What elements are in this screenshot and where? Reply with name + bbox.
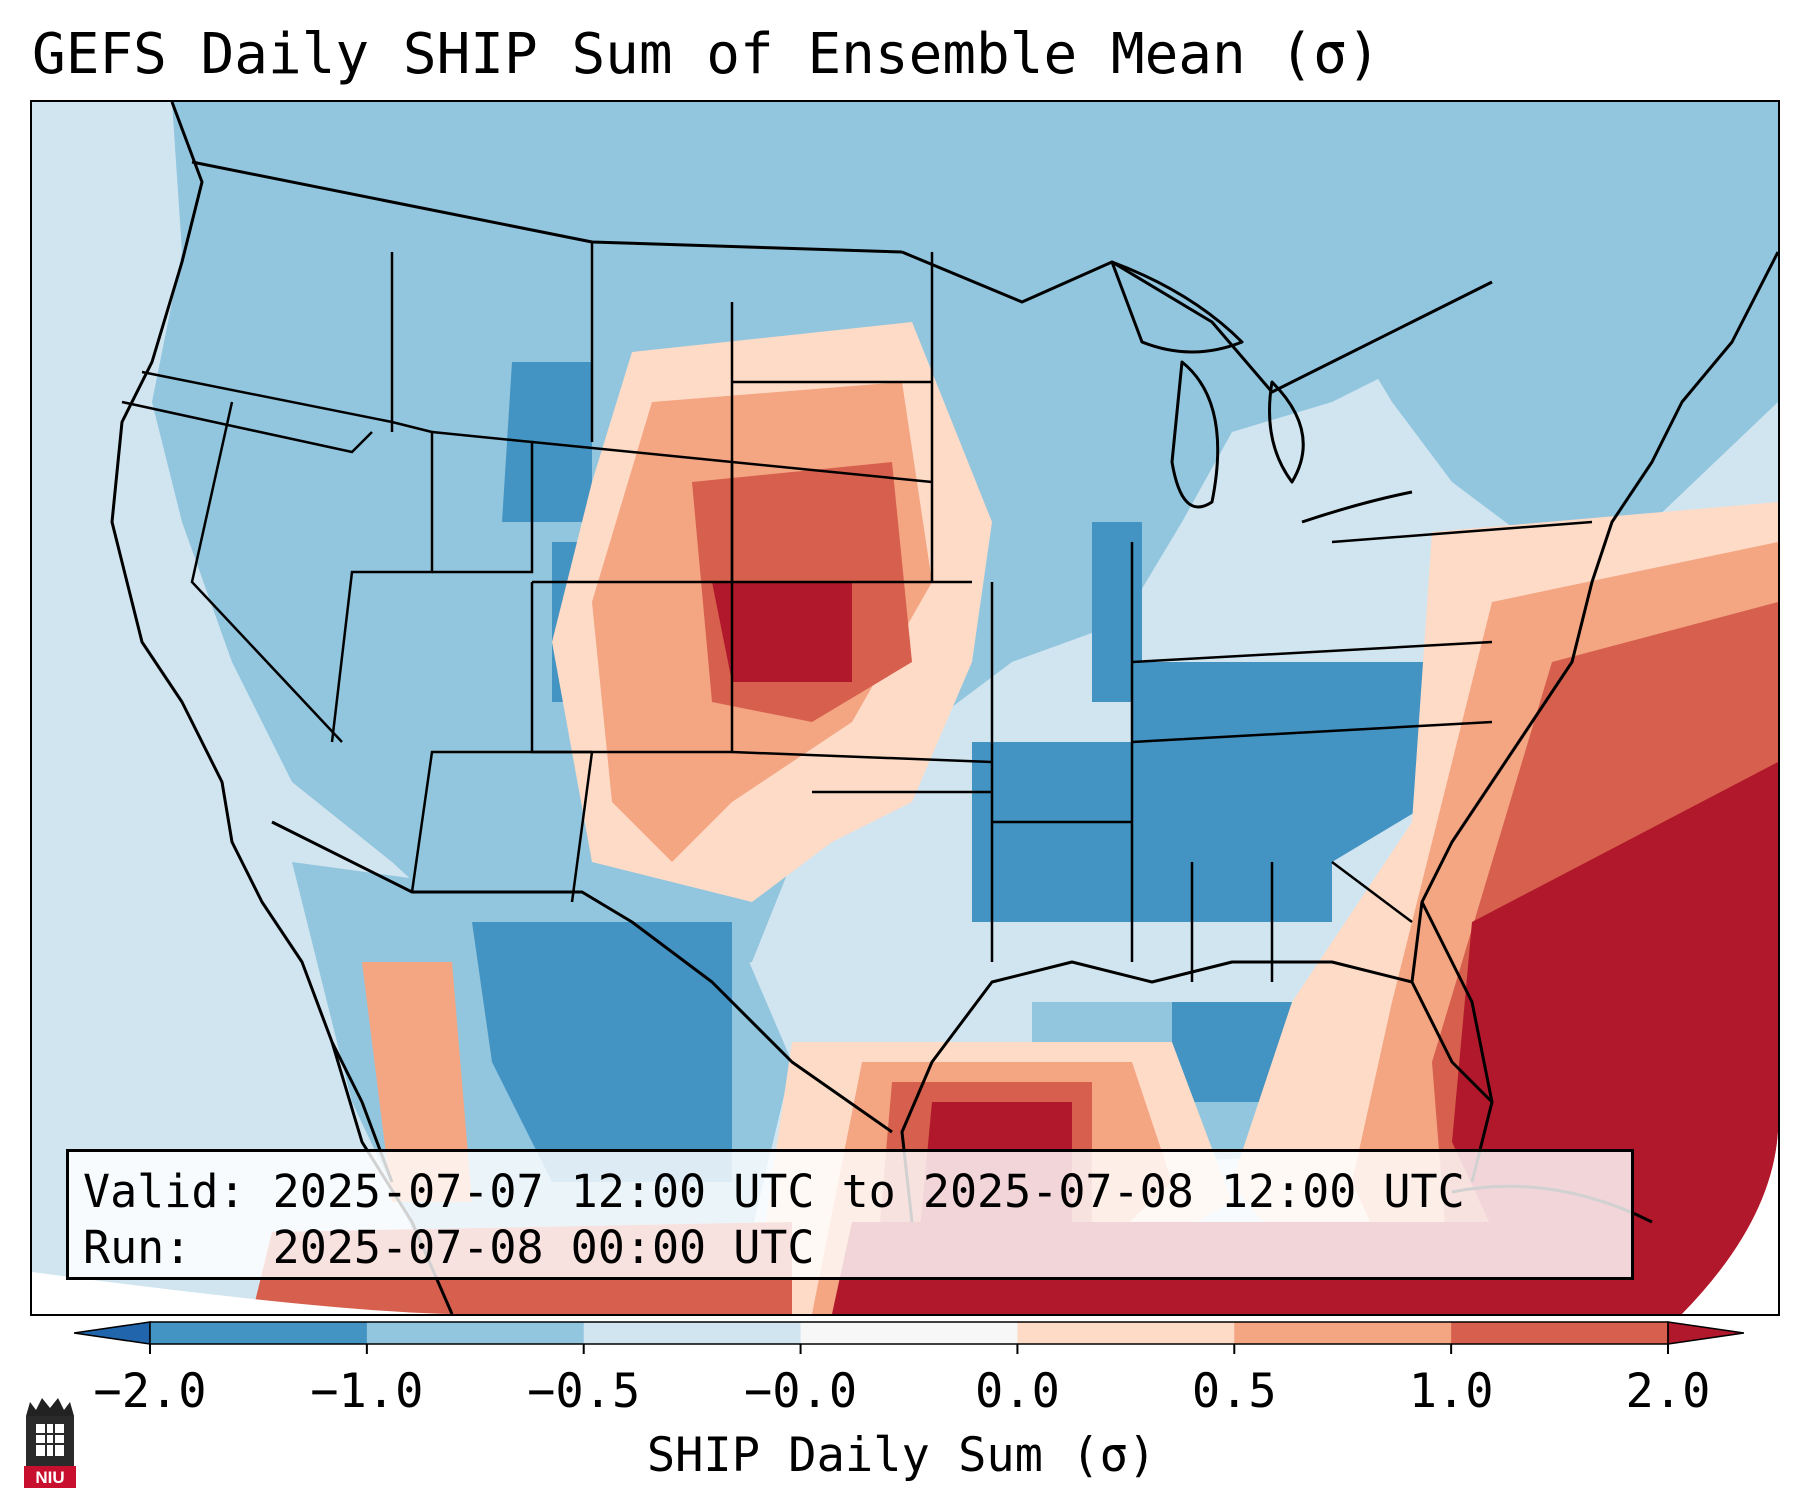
state-line-nm-tx — [570, 751, 594, 903]
colorbar-tick-label: 1.0 — [1408, 1364, 1494, 1419]
field-dark-blue-mx — [472, 922, 732, 1182]
field-dark-red-ks — [712, 582, 852, 682]
lake-huron — [1268, 380, 1305, 484]
east-coastline — [1410, 251, 1778, 1183]
colorbar-tick-label: −1.0 — [310, 1364, 424, 1419]
lake-michigan — [1170, 360, 1220, 509]
colorbar — [74, 1321, 1744, 1354]
colorbar-segment — [1451, 1322, 1669, 1344]
logo-window-icon — [36, 1424, 64, 1456]
colorbar-segment — [1017, 1322, 1235, 1344]
state-boundaries — [121, 242, 1593, 982]
state-line-pa-ny — [1331, 520, 1593, 544]
field-salmon-baja — [362, 962, 472, 1202]
field-mid-blue-ne — [1312, 102, 1778, 542]
logo-crown-icon — [26, 1398, 74, 1416]
colorbar-segment — [366, 1322, 585, 1344]
map-plot-area — [30, 100, 1780, 1316]
colorbar-tick-label: −0.0 — [743, 1364, 858, 1419]
state-line-oh-wv — [1131, 640, 1493, 664]
state-line-id-wy — [431, 430, 534, 574]
logo-text: NIU — [35, 1468, 64, 1487]
field-dark-blue-ar — [972, 742, 1132, 922]
state-line-az-nm — [410, 750, 592, 893]
us-canada-border-east — [901, 250, 1493, 394]
state-line-or-ca — [121, 400, 373, 454]
colorbar-segment — [800, 1322, 1018, 1344]
florida-east — [1420, 901, 1494, 1103]
lake-superior — [1110, 260, 1244, 354]
colorbar-tick-label: 2.0 — [1625, 1364, 1711, 1419]
domain-edge-right — [1682, 1132, 1778, 1314]
run-time-text: Run: 2025-07-08 00:00 UTC — [83, 1221, 815, 1274]
valid-run-infobox: Valid: 2025-07-07 12:00 UTC to 2025-07-0… — [66, 1149, 1634, 1280]
colorbar-tick-label: 0.5 — [1191, 1364, 1277, 1419]
colorbar-segment — [583, 1322, 802, 1344]
state-line-tn-ky — [1131, 720, 1493, 744]
state-line-ca-nv — [190, 401, 343, 743]
ship-field-map — [32, 102, 1778, 1314]
map-title: GEFS Daily SHIP Sum of Ensemble Mean (σ) — [32, 22, 1381, 87]
field-dark-blue-wy — [502, 362, 592, 522]
west-coastline — [110, 102, 394, 1183]
colorbar-under-extension — [74, 1321, 151, 1345]
state-line-co — [530, 582, 734, 754]
lake-erie — [1301, 490, 1413, 524]
colorbar-segment — [150, 1322, 368, 1344]
logo-banner — [24, 1466, 76, 1488]
state-line-sd-ne — [731, 460, 933, 484]
field-dark-blue-il — [1092, 522, 1142, 702]
colorbar-outline — [149, 1321, 1669, 1345]
state-line-or-wa — [141, 370, 393, 424]
colorbar-over-extension — [1667, 1321, 1744, 1345]
niu-logo: NIU — [24, 1398, 76, 1488]
colorbar-segment — [1234, 1322, 1452, 1344]
colorbar-tick-label: 0.0 — [974, 1364, 1060, 1419]
gulf-coastline — [900, 960, 1413, 1223]
logo-grid-icon — [36, 1424, 64, 1456]
domain-edge-left — [32, 1272, 452, 1314]
valid-time-text: Valid: 2025-07-07 12:00 UTC to 2025-07-0… — [83, 1165, 1465, 1218]
state-line-ks-ok — [731, 750, 993, 764]
colorbar-tick-label: −2.0 — [93, 1364, 207, 1419]
colorbar-label: SHIP Daily Sum (σ) — [646, 1428, 1157, 1483]
state-line-ga-sc — [1331, 861, 1413, 923]
colorbar-tick-label: −0.5 — [527, 1364, 641, 1419]
